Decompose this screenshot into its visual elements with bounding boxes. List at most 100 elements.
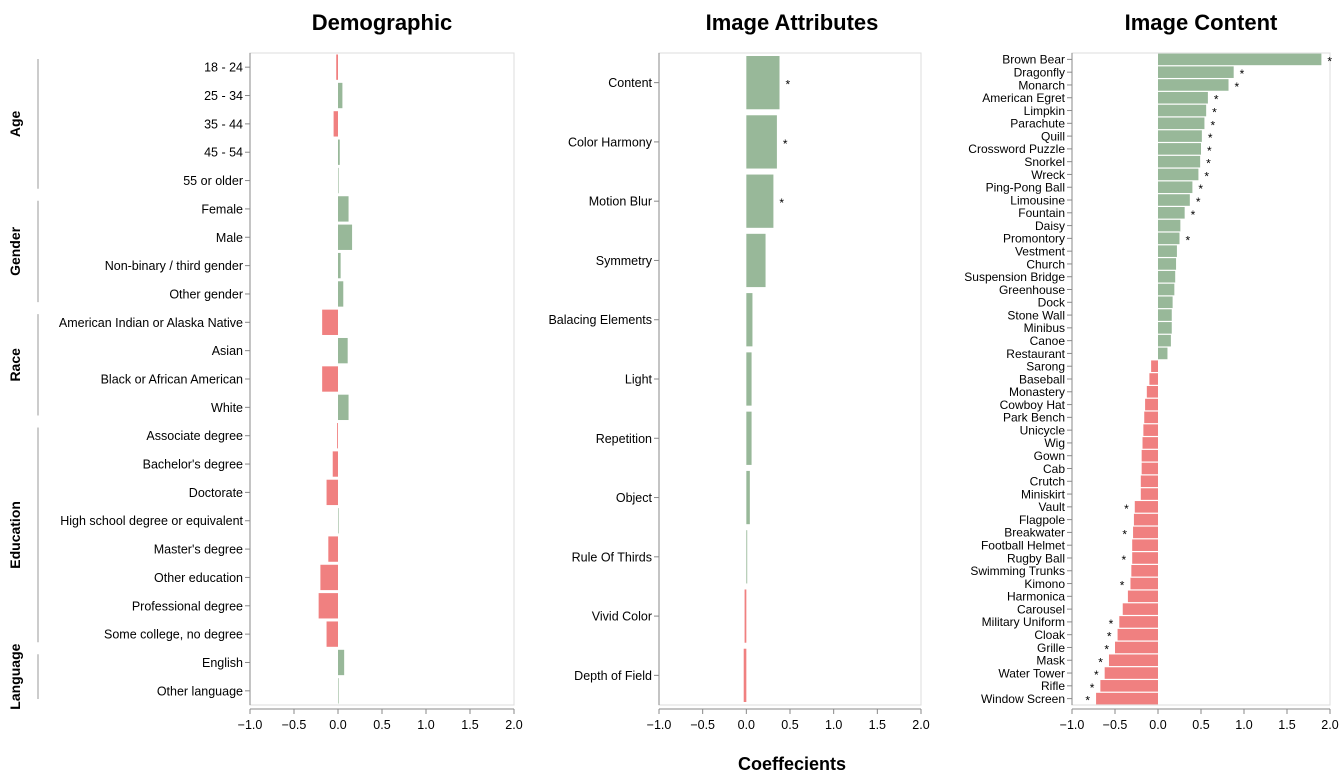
bar (1141, 449, 1158, 462)
significance-marker: * (1206, 157, 1211, 171)
significance-marker: * (1085, 694, 1090, 708)
bar (1158, 232, 1180, 245)
bar (1158, 219, 1181, 232)
y-tick-label: 25 - 34 (204, 89, 243, 103)
x-tick-label: −1.0 (647, 718, 672, 732)
y-tick-label: Unicycle (1020, 423, 1066, 437)
bar (1158, 168, 1199, 181)
y-tick-label: Cab (1043, 462, 1065, 476)
y-tick-label: Other language (157, 684, 243, 698)
significance-marker: * (1098, 655, 1103, 669)
bar (1104, 667, 1158, 679)
bar (746, 56, 780, 110)
bar (1158, 309, 1172, 321)
x-tick-label: 1.5 (869, 718, 886, 732)
image-attributes-panel: Image Attributes Content * Color Harmony * Mo… (548, 10, 929, 732)
bar (328, 536, 338, 562)
y-tick-label: Cowboy Hat (1000, 398, 1066, 412)
bar (1122, 603, 1158, 615)
bar (1158, 245, 1177, 257)
y-tick-label: Light (625, 373, 653, 387)
y-tick-label: Repetition (596, 432, 652, 446)
significance-marker: * (779, 196, 784, 210)
bar (1132, 539, 1158, 551)
bar (1100, 680, 1158, 692)
x-tick-label: 1.5 (1278, 718, 1295, 732)
significance-marker: * (1235, 80, 1240, 94)
bar (338, 337, 348, 364)
bar (1133, 526, 1158, 539)
significance-marker: * (786, 78, 791, 92)
bar (1132, 552, 1158, 564)
bar (1158, 347, 1168, 360)
y-tick-label: Sarong (1026, 360, 1065, 374)
y-tick-label: Monastery (1009, 385, 1065, 399)
bar (338, 678, 339, 704)
bar (1158, 270, 1176, 283)
bar (338, 139, 340, 165)
y-tick-label: Vestment (1015, 244, 1066, 258)
chart-title: Demographic (312, 10, 453, 35)
y-tick-label: Rugby Ball (1007, 551, 1065, 565)
x-tick-label: −0.5 (282, 718, 307, 732)
y-tick-label: Object (616, 491, 653, 505)
bar (1142, 437, 1158, 449)
bar (1158, 296, 1173, 309)
significance-marker: * (1094, 668, 1099, 682)
y-tick-label: Minibus (1024, 321, 1065, 335)
y-tick-label: Harmonica (1007, 590, 1065, 604)
bar (320, 564, 338, 591)
y-tick-label: Daisy (1035, 219, 1065, 233)
y-tick-label: Rifle (1041, 679, 1065, 693)
bar (746, 411, 752, 465)
bar (1149, 373, 1158, 385)
y-tick-label: Window Screen (981, 692, 1065, 706)
bar (1145, 398, 1158, 411)
significance-marker: * (1212, 106, 1217, 120)
bar (1140, 475, 1158, 488)
y-tick-label: Brown Bear (1002, 53, 1065, 67)
y-tick-label: Football Helmet (981, 539, 1066, 553)
image-content-panel: Image Content Brown Bear * Dragonfly * Monarc… (964, 10, 1338, 732)
y-tick-label: Doctorate (189, 486, 243, 500)
significance-marker: * (1107, 630, 1112, 644)
y-tick-label: Professional degree (132, 599, 243, 613)
shared-x-axis-label: Coeffecients (738, 754, 846, 774)
y-tick-label: Monarch (1018, 78, 1065, 92)
bar (1158, 79, 1229, 91)
x-tick-label: 1.0 (417, 718, 434, 732)
y-tick-label: Park Bench (1003, 411, 1065, 425)
bar (338, 281, 344, 307)
y-tick-label: Balacing Elements (548, 313, 652, 327)
bar (1119, 616, 1158, 628)
bar (1131, 564, 1158, 577)
bar (332, 451, 338, 477)
y-tick-label: Vault (1039, 500, 1066, 514)
y-tick-label: Other gender (169, 287, 243, 301)
bar (333, 111, 338, 137)
y-tick-label: 45 - 54 (204, 146, 243, 160)
plot-frame (658, 52, 922, 706)
y-tick-label: American Indian or Alaska Native (59, 316, 243, 330)
bar (1158, 91, 1208, 104)
significance-marker: * (1191, 208, 1196, 222)
bar (1130, 577, 1158, 590)
significance-marker: * (1186, 233, 1191, 247)
y-tick-label: Fountain (1018, 206, 1065, 220)
y-tick-label: English (202, 656, 243, 670)
bar (1151, 360, 1158, 373)
y-tick-label: Snorkel (1024, 155, 1065, 169)
y-tick-label: 35 - 44 (204, 117, 243, 131)
significance-marker: * (1122, 527, 1127, 541)
y-tick-label: Associate degree (146, 429, 243, 443)
y-tick-label: Wig (1044, 436, 1065, 450)
y-tick-label: Vivid Color (592, 610, 652, 624)
y-tick-label: Crossword Puzzle (968, 142, 1065, 156)
x-tick-label: 0.0 (329, 718, 346, 732)
bar (338, 224, 353, 250)
x-tick-label: 0.5 (781, 718, 798, 732)
y-tick-label: Parachute (1010, 117, 1065, 131)
y-tick-label: White (211, 401, 243, 415)
plot-frame (249, 52, 515, 706)
